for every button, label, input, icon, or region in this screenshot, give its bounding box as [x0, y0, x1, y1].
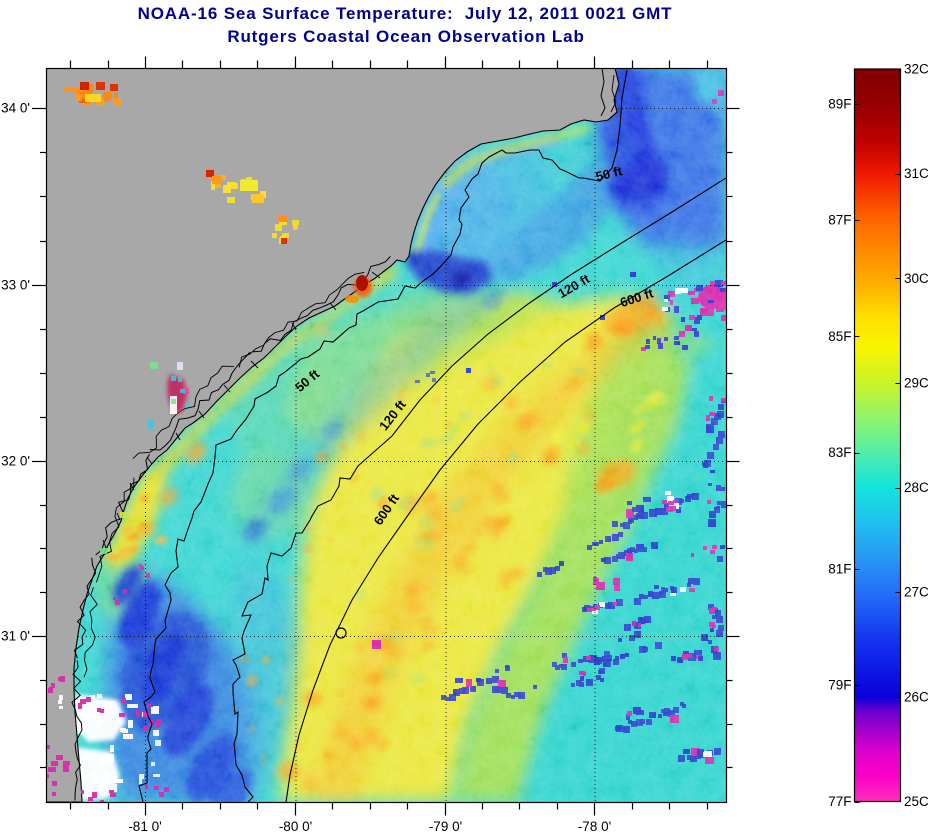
svg-text:77F: 77F: [828, 794, 851, 809]
svg-text:85F: 85F: [828, 329, 851, 344]
svg-text:31C: 31C: [904, 166, 929, 181]
svg-text:-79 0': -79 0': [429, 819, 462, 832]
svg-text:Rutgers Coastal Ocean Observat: Rutgers Coastal Ocean Observation Lab: [227, 27, 584, 46]
svg-text:33 0': 33 0': [1, 278, 30, 293]
svg-text:31 0': 31 0': [1, 629, 30, 644]
svg-text:29C: 29C: [904, 375, 929, 390]
svg-text:NOAA-16 Sea Surface Temperatur: NOAA-16 Sea Surface Temperature: July 12…: [138, 4, 673, 23]
svg-text:-80 0': -80 0': [279, 819, 312, 832]
svg-text:-78 0': -78 0': [578, 819, 611, 832]
svg-text:27C: 27C: [904, 585, 929, 600]
svg-text:81F: 81F: [828, 562, 851, 577]
svg-text:83F: 83F: [828, 445, 851, 460]
svg-text:32C: 32C: [904, 62, 929, 77]
svg-text:-81 0': -81 0': [128, 819, 161, 832]
svg-text:89F: 89F: [828, 96, 851, 111]
svg-text:34 0': 34 0': [1, 101, 30, 116]
svg-text:87F: 87F: [828, 213, 851, 228]
svg-text:79F: 79F: [828, 678, 851, 693]
svg-text:30C: 30C: [904, 271, 929, 286]
svg-text:50 ft: 50 ft: [594, 163, 624, 184]
svg-text:28C: 28C: [904, 480, 929, 495]
svg-text:25C: 25C: [904, 794, 929, 809]
svg-text:32 0': 32 0': [1, 454, 30, 469]
svg-text:26C: 26C: [904, 689, 929, 704]
